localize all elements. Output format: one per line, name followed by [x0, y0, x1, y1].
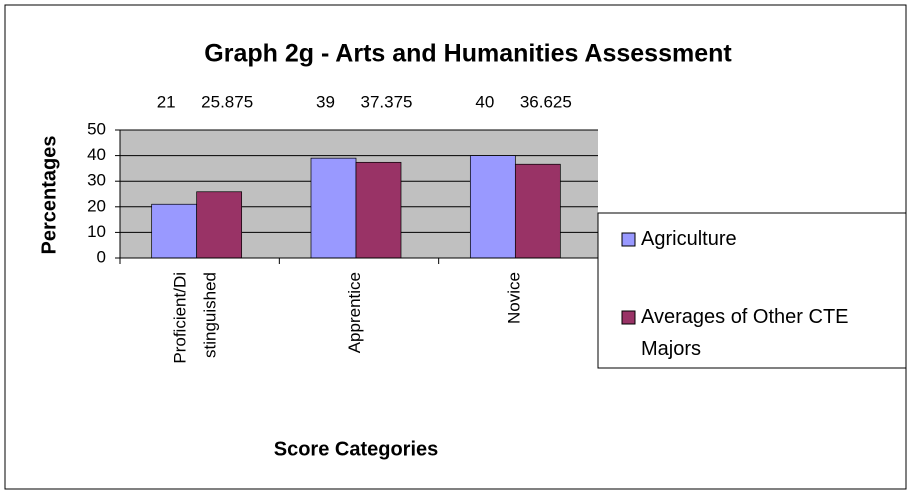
- bar: [514, 163, 561, 259]
- x-tick-label: Novice: [505, 272, 524, 324]
- bar: [310, 157, 357, 259]
- legend-swatch: [621, 232, 636, 247]
- bar: [151, 203, 198, 259]
- x-tick-label: Proficient/Di stinguished: [171, 272, 220, 364]
- bar: [355, 161, 402, 259]
- bar: [196, 191, 243, 259]
- legend: [597, 212, 907, 369]
- legend-swatch: [621, 310, 636, 325]
- data-label: 40: [475, 92, 494, 111]
- y-tick-label: 30: [87, 171, 106, 190]
- legend-label: Averages of Other CTE Majors: [641, 306, 849, 360]
- y-tick-label: 40: [87, 145, 106, 164]
- legend-label: Agriculture: [641, 228, 737, 250]
- x-tick-label: Apprentice: [345, 272, 364, 353]
- data-label: 39: [316, 92, 335, 111]
- y-tick-label: 10: [87, 222, 106, 241]
- chart-title: Graph 2g - Arts and Humanities Assessmen…: [204, 40, 732, 68]
- y-tick-label: 20: [87, 196, 106, 215]
- data-label: 25.875: [201, 92, 253, 111]
- y-tick-label: 0: [97, 247, 106, 266]
- x-axis-title: Score Categories: [274, 438, 439, 460]
- data-label: 36.625: [520, 92, 572, 111]
- data-label: 21: [157, 92, 176, 111]
- bar: [469, 155, 516, 259]
- y-axis-title: Percentages: [38, 136, 60, 255]
- y-tick-label: 50: [87, 119, 106, 138]
- data-label: 37.375: [361, 92, 413, 111]
